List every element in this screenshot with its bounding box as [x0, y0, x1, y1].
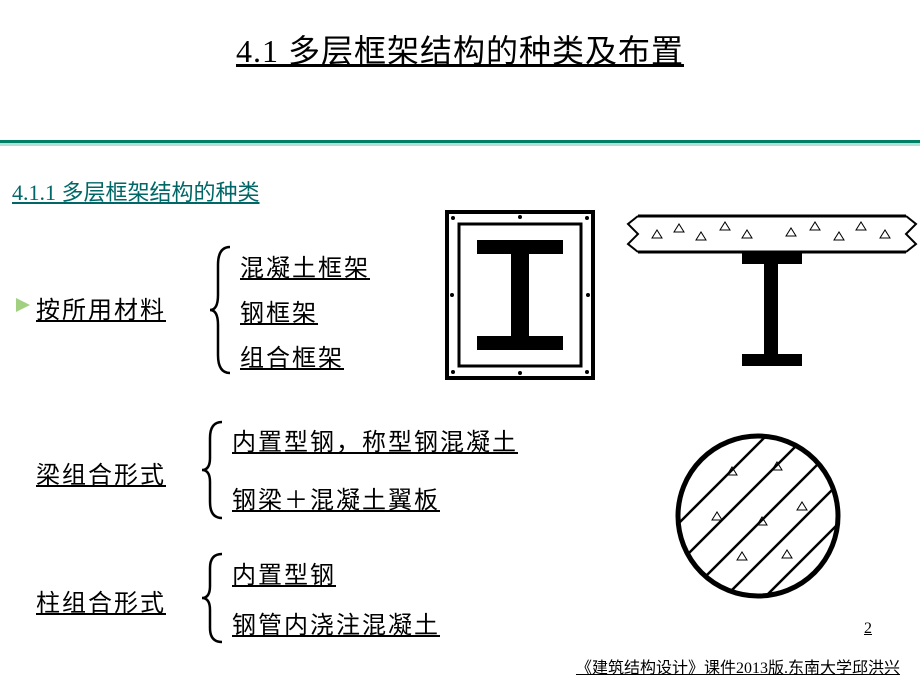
divider-line — [0, 140, 920, 143]
section1-item-0: 混凝土框架 — [240, 248, 370, 283]
section1-item-2: 组合框架 — [240, 338, 344, 373]
brace-icon — [200, 552, 226, 644]
page-number: 2 — [864, 620, 872, 638]
section-subtitle: 4.1.1 多层框架结构的种类 — [12, 175, 260, 207]
section2-item-0: 内置型钢，称型钢混凝土 — [232, 422, 518, 457]
brace-icon — [208, 245, 234, 375]
section2-label: 梁组合形式 — [36, 455, 166, 490]
section3-item-1: 钢管内浇注混凝土 — [232, 605, 440, 640]
section2-item-1: 钢梁＋混凝土翼板 — [232, 480, 440, 515]
section3-label: 柱组合形式 — [36, 583, 166, 618]
ibeam-box-diagram — [445, 210, 595, 380]
tbeam-diagram — [624, 212, 920, 377]
chevron-right-icon — [16, 298, 30, 312]
page-title: 4.1 多层框架结构的种类及布置 — [0, 0, 920, 72]
footer-caption: 《建筑结构设计》课件2013版.东南大学邱洪兴 — [576, 654, 900, 678]
hatched-circle-diagram — [672, 430, 844, 602]
section3-item-0: 内置型钢 — [232, 555, 336, 590]
section1-label: 按所用材料 — [36, 290, 166, 325]
section1-item-1: 钢框架 — [240, 293, 318, 328]
brace-icon — [200, 420, 226, 520]
